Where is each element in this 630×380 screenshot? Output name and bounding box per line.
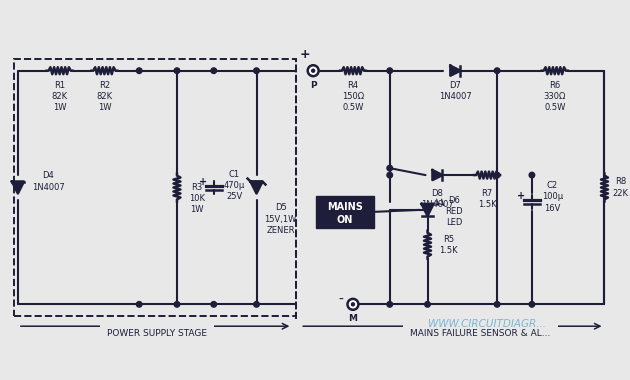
Text: R7
1.5K: R7 1.5K — [478, 189, 496, 209]
Polygon shape — [12, 182, 24, 193]
Circle shape — [137, 302, 142, 307]
Circle shape — [387, 68, 392, 73]
Polygon shape — [432, 170, 442, 180]
Circle shape — [495, 302, 500, 307]
Text: POWER SUPPLY STAGE: POWER SUPPLY STAGE — [107, 329, 207, 338]
Circle shape — [174, 68, 180, 73]
Circle shape — [387, 302, 392, 307]
Circle shape — [425, 302, 430, 307]
Text: R2
82K
1W: R2 82K 1W — [96, 81, 112, 112]
Circle shape — [211, 302, 217, 307]
Circle shape — [495, 172, 500, 178]
Text: +: + — [198, 177, 207, 187]
Text: R3
10K
1W: R3 10K 1W — [189, 182, 205, 214]
Text: ON: ON — [337, 215, 353, 225]
Text: R5
1.5K: R5 1.5K — [440, 234, 458, 255]
Text: WWW.CIRCUITDIAGR...: WWW.CIRCUITDIAGR... — [428, 319, 546, 329]
Text: D5
15V,1W
ZENER: D5 15V,1W ZENER — [265, 203, 297, 234]
Text: C2
100μ
16V: C2 100μ 16V — [542, 181, 563, 212]
Circle shape — [211, 68, 217, 73]
Text: R4
150Ω
0.5W: R4 150Ω 0.5W — [342, 81, 364, 112]
Text: D7
1N4007: D7 1N4007 — [439, 81, 472, 101]
Circle shape — [254, 302, 260, 307]
Circle shape — [348, 299, 358, 310]
Text: R1
82K
1W: R1 82K 1W — [52, 81, 67, 112]
Text: MAINS: MAINS — [327, 202, 363, 212]
Text: R8
22K: R8 22K — [612, 177, 629, 198]
Circle shape — [307, 65, 319, 76]
Circle shape — [352, 303, 355, 306]
Text: D4
1N4007: D4 1N4007 — [32, 171, 64, 192]
Text: D8
1N4007: D8 1N4007 — [421, 189, 454, 209]
Polygon shape — [421, 204, 433, 216]
Circle shape — [495, 68, 500, 73]
Circle shape — [387, 172, 392, 178]
Text: R6
330Ω
0.5W: R6 330Ω 0.5W — [544, 81, 566, 112]
Polygon shape — [450, 66, 461, 76]
Circle shape — [254, 68, 260, 73]
Circle shape — [174, 302, 180, 307]
Text: +: + — [517, 191, 525, 201]
Circle shape — [312, 69, 314, 72]
Text: D6
RED
LED: D6 RED LED — [445, 196, 463, 228]
Text: +: + — [300, 48, 311, 61]
Circle shape — [529, 302, 535, 307]
Text: -: - — [338, 293, 343, 307]
Circle shape — [387, 165, 392, 171]
Text: C1
470μ
25V: C1 470μ 25V — [224, 170, 245, 201]
Text: P: P — [310, 81, 316, 90]
Text: MAINS FAILURE SENSOR & AL...: MAINS FAILURE SENSOR & AL... — [410, 329, 551, 338]
Circle shape — [137, 68, 142, 73]
Circle shape — [529, 172, 535, 178]
Polygon shape — [251, 182, 263, 193]
FancyBboxPatch shape — [316, 196, 374, 228]
Text: M: M — [348, 314, 357, 323]
